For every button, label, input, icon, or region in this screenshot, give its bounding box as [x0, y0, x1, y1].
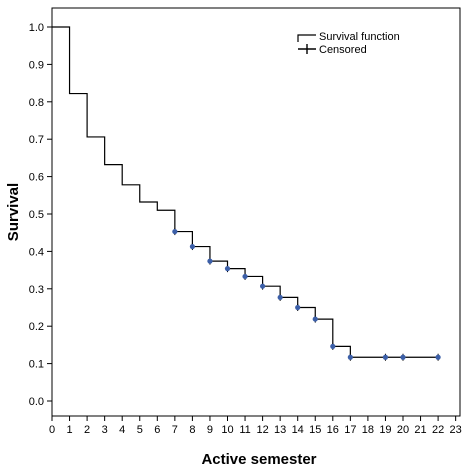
x-tick-label: 8: [189, 424, 195, 436]
x-axis: 0 1 2 3 4 5 6 7 8 9 10 11 12 13 14 15 16 17 18 19 20 21 22 23: [49, 416, 462, 436]
censored-point: [207, 258, 213, 264]
x-tick-label: 20: [397, 424, 409, 436]
y-tick-label: 0.3: [29, 284, 44, 296]
x-tick-label: 17: [344, 424, 356, 436]
y-tick-label: 0.9: [29, 59, 44, 71]
x-tick-label: 5: [137, 424, 143, 436]
censored-point: [312, 316, 318, 322]
x-tick-label: 9: [207, 424, 213, 436]
censored-markers: [172, 228, 441, 361]
legend-survival-step-icon: [297, 34, 316, 42]
censored-point: [347, 354, 353, 360]
x-tick-label: 23: [450, 424, 462, 436]
x-tick-label: 21: [414, 424, 426, 436]
x-axis-title: Active semester: [201, 451, 316, 468]
x-tick-label: 1: [66, 424, 72, 436]
y-tick-label: 0.2: [29, 321, 44, 333]
x-tick-label: 15: [309, 424, 321, 436]
legend: Survival function Censored: [297, 31, 400, 56]
x-tick-label: 10: [221, 424, 233, 436]
y-tick-label: 0.1: [29, 359, 44, 371]
censored-point: [330, 343, 336, 349]
x-tick-label: 4: [119, 424, 125, 436]
censored-point: [400, 354, 406, 360]
plot-frame: [51, 7, 461, 417]
censored-point: [295, 304, 301, 311]
x-tick-label: 2: [84, 424, 90, 436]
x-tick-label: 11: [239, 424, 250, 436]
censored-point: [382, 354, 389, 360]
y-tick-label: 0.0: [29, 396, 44, 408]
y-tick-label: 0.5: [29, 209, 44, 221]
x-tick-label: 12: [256, 424, 268, 436]
censored-point: [277, 294, 283, 301]
censored-point: [435, 354, 441, 360]
x-tick-label: 22: [432, 424, 444, 436]
y-axis: 0.0 0.1 0.2 0.3 0.4 0.5 0.6 0.7 0.8 0.9 1.0: [29, 22, 52, 408]
y-axis-title: Survival: [5, 183, 22, 241]
x-tick-label: 3: [102, 424, 108, 436]
x-tick-label: 18: [362, 424, 374, 436]
y-tick-label: 0.4: [29, 246, 44, 258]
y-tick-label: 1.0: [29, 22, 44, 34]
y-tick-label: 0.8: [29, 97, 44, 109]
censored-point: [224, 266, 231, 272]
censored-point: [242, 273, 248, 280]
x-tick-label: 0: [49, 424, 55, 436]
x-tick-label: 19: [379, 424, 391, 436]
censored-point: [260, 283, 266, 289]
x-tick-label: 6: [154, 424, 160, 436]
legend-censored-label: Censored: [319, 44, 367, 56]
legend-survival-label: Survival function: [319, 31, 400, 43]
y-tick-label: 0.7: [29, 134, 44, 146]
x-tick-label: 7: [172, 424, 178, 436]
x-tick-label: 16: [327, 424, 339, 436]
x-tick-label: 14: [292, 424, 304, 436]
x-tick-label: 13: [274, 424, 286, 436]
y-tick-label: 0.6: [29, 172, 44, 184]
survival-function-line: [52, 26, 439, 358]
censored-point: [172, 228, 178, 235]
censored-point: [189, 243, 195, 250]
